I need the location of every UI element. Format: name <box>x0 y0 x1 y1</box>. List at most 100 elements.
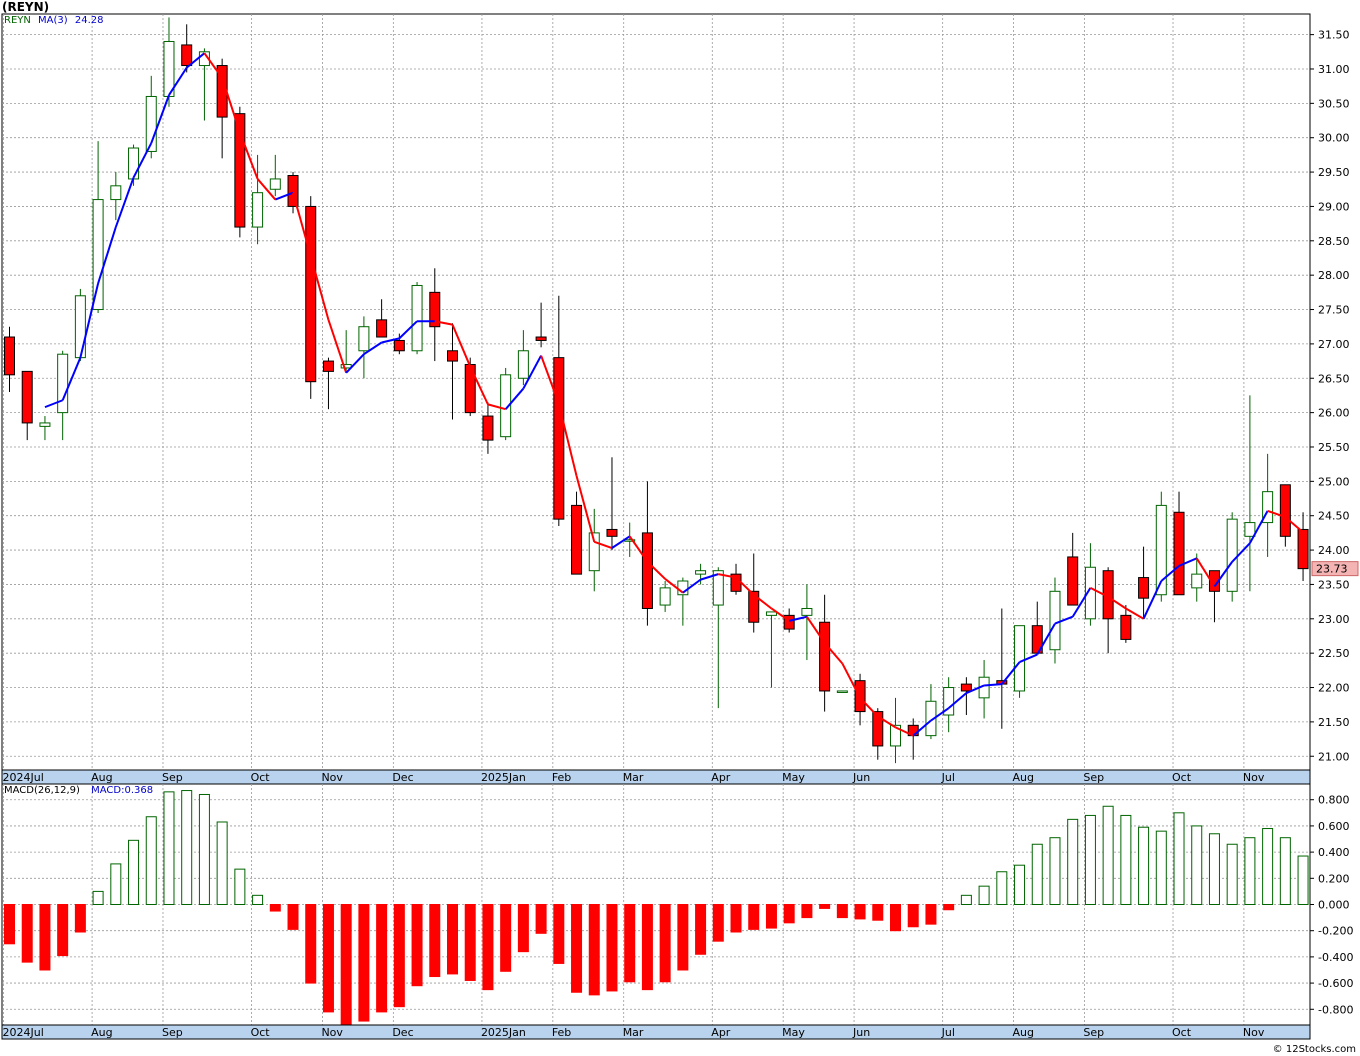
ma-segment <box>735 576 755 596</box>
ma-segment <box>238 131 259 180</box>
ma-segment <box>841 663 861 699</box>
candle-body <box>393 339 405 352</box>
ma-segment <box>682 578 702 594</box>
candle-body <box>447 350 458 362</box>
legend-ma-value: 24.28 <box>74 15 104 26</box>
date-label: Oct <box>251 771 271 784</box>
macd-bar <box>695 904 707 955</box>
macd-bar <box>748 904 760 930</box>
macd-tick-label: -0.600 <box>1318 977 1353 990</box>
macd-bar <box>322 904 334 1013</box>
macd-bar <box>677 904 689 971</box>
candle <box>765 611 777 688</box>
candle-body <box>322 360 334 372</box>
ma-segment <box>1178 557 1198 567</box>
macd-bar <box>1173 812 1185 906</box>
ma-segment <box>150 94 170 144</box>
date-label: Oct <box>251 1026 271 1039</box>
candle-body <box>1297 528 1309 570</box>
macd-bar <box>1208 833 1220 905</box>
macd-tick-label: 0.400 <box>1318 846 1350 859</box>
candle <box>517 330 529 386</box>
macd-legend: MACD(26,12,9) MACD:0.368 <box>4 785 153 796</box>
date-label: Jul <box>941 1026 955 1039</box>
ma-segment <box>97 226 117 284</box>
date-label: Aug <box>1013 771 1034 784</box>
macd-panel: -0.800 -0.600 -0.400 -0.200 0.000 0.200 0.400 0… <box>1 783 1353 1026</box>
credit-text: © 12Stocks.com <box>1272 1044 1356 1055</box>
date-label: Mar <box>623 771 644 784</box>
candle-body <box>517 350 529 379</box>
candle-body <box>74 295 86 359</box>
macd-bar <box>1191 825 1203 905</box>
ma-segment <box>469 366 489 405</box>
macd-bar <box>978 885 990 905</box>
macd-bar <box>943 904 955 911</box>
candle-body <box>1120 614 1132 640</box>
macd-bar <box>181 790 193 905</box>
macd-tick-label: 0.200 <box>1318 872 1350 885</box>
candle-body <box>145 95 157 152</box>
macd-bar <box>960 894 972 906</box>
candle <box>1279 484 1291 547</box>
candle-body <box>960 683 972 692</box>
candle-body <box>376 319 388 338</box>
candle <box>1262 453 1274 557</box>
macd-bar <box>1067 818 1079 906</box>
date-label: Feb <box>552 771 571 784</box>
candle-body <box>1067 556 1079 606</box>
ma-segment <box>487 403 506 411</box>
candle <box>1244 395 1256 592</box>
candle-body <box>1084 566 1096 620</box>
candle-body <box>606 528 618 537</box>
date-band <box>1 769 1311 785</box>
date-label: Nov <box>321 771 343 784</box>
legend-macd-label: MACD(26,12,9) <box>4 785 80 796</box>
candle-body <box>128 147 140 180</box>
macd-bar <box>659 904 671 983</box>
candle <box>1297 512 1309 581</box>
candle-body <box>1244 522 1256 537</box>
macd-bar <box>234 868 246 905</box>
macd-bar <box>535 904 547 934</box>
date-label: Jun <box>852 771 870 784</box>
ma-segment <box>930 707 950 722</box>
date-label: Sep <box>1083 1026 1104 1039</box>
candle-body <box>748 590 760 623</box>
date-label: 2025Jan <box>481 771 526 784</box>
date-label: Dec <box>392 1026 413 1039</box>
ma-segment <box>1249 510 1269 544</box>
macd-bar <box>145 816 157 905</box>
ma-segment <box>557 403 578 477</box>
macd-bar <box>783 904 795 924</box>
ma-segment <box>788 615 808 622</box>
candle-body <box>801 607 813 616</box>
candle-body <box>234 113 246 228</box>
ma-segment <box>504 387 525 410</box>
candle <box>21 370 33 441</box>
candle <box>1138 546 1150 619</box>
macd-bar <box>163 791 175 906</box>
candle <box>1049 577 1061 664</box>
macd-bar <box>571 904 583 993</box>
ma-segment <box>646 561 666 580</box>
date-label: Nov <box>1243 771 1265 784</box>
macd-bar <box>801 904 813 919</box>
macd-tick-label: -0.400 <box>1318 951 1353 964</box>
ma-segment <box>593 540 613 549</box>
candle <box>447 323 458 420</box>
ma-segment <box>522 355 542 390</box>
legend-symbol: REYN <box>4 15 31 26</box>
macd-bar <box>1031 843 1043 905</box>
candle <box>322 357 334 410</box>
candle <box>553 295 565 527</box>
candle <box>659 581 671 612</box>
candle <box>1173 491 1185 596</box>
candle-body <box>890 724 901 747</box>
candle <box>819 594 831 712</box>
price-tick-label: 30.00 <box>1318 132 1350 145</box>
macd-bar <box>1279 837 1291 906</box>
candle <box>748 553 760 633</box>
date-label: Dec <box>392 771 413 784</box>
macd-tick-label: -0.200 <box>1318 925 1353 938</box>
